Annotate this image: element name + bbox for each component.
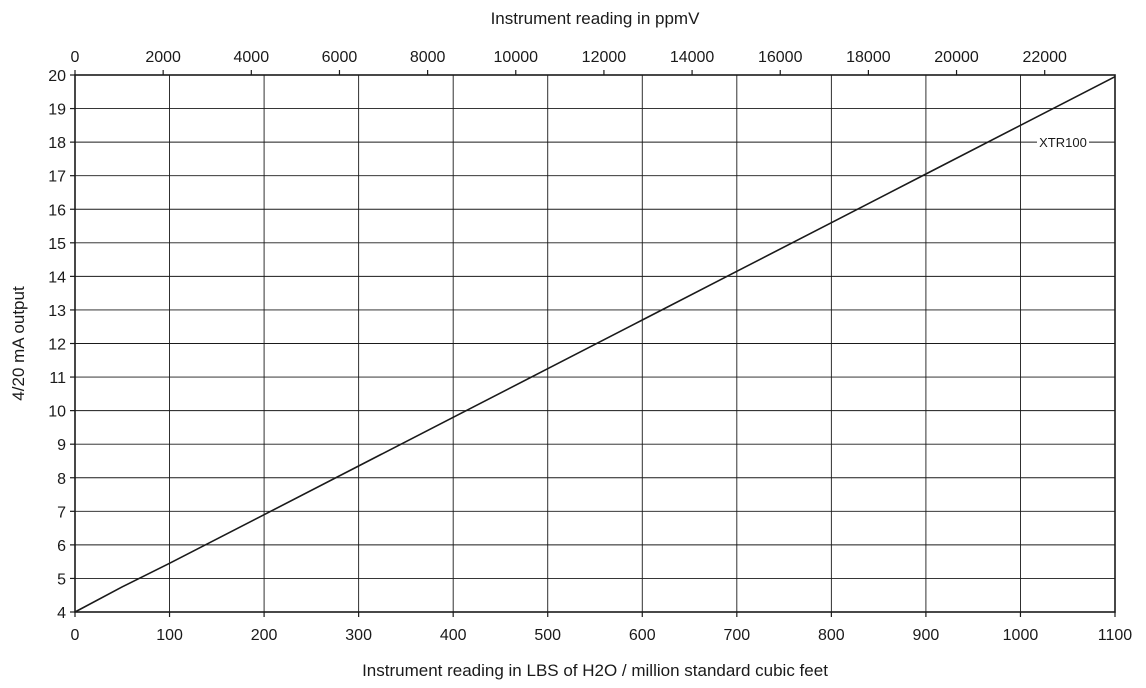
y-tick-label: 10 — [48, 404, 66, 421]
x2-tick-label: 0 — [71, 49, 80, 66]
y-tick-label: 14 — [48, 269, 66, 286]
y-tick-label: 17 — [48, 169, 66, 186]
ticks-layer: 0 100 200 300 400 500 600 700 800 900 1000 1100 0 200… — [48, 49, 1132, 644]
y-tick-label: 11 — [49, 370, 66, 387]
x-tick-label: 400 — [440, 627, 467, 644]
y-tick-label: 15 — [48, 236, 66, 253]
y-tick-label: 6 — [57, 538, 66, 555]
x2-tick-label: 2000 — [145, 49, 181, 66]
x-tick-label: 200 — [251, 627, 278, 644]
x2-tick-label: 12000 — [582, 49, 627, 66]
x2-tick-label: 6000 — [322, 49, 358, 66]
y-tick-label: 4 — [57, 605, 66, 622]
x-tick-label: 100 — [156, 627, 183, 644]
series-label: XTR100 — [1039, 135, 1087, 150]
y-axis-title: 4/20 mA output — [9, 286, 28, 401]
y-tick-label: 19 — [48, 102, 66, 119]
series-line — [74, 75, 1116, 613]
x2-tick-label: 18000 — [846, 49, 891, 66]
y-tick-label: 13 — [48, 303, 66, 320]
x-tick-label: 800 — [818, 627, 845, 644]
x2-tick-label: 10000 — [494, 49, 539, 66]
x-tick-label: 1000 — [1003, 627, 1039, 644]
x-tick-label: 1100 — [1098, 627, 1133, 644]
x-tick-label: 0 — [71, 627, 80, 644]
y-tick-label: 20 — [48, 68, 66, 85]
x2-tick-label: 8000 — [410, 49, 446, 66]
x-tick-label: 500 — [534, 627, 561, 644]
y-tick-label: 12 — [48, 337, 66, 354]
y-tick-label: 5 — [57, 571, 66, 588]
annotation-background — [1037, 132, 1089, 153]
y-tick-label: 18 — [48, 135, 66, 152]
y-tick-label: 16 — [48, 202, 66, 219]
y-tick-label: 9 — [57, 437, 66, 454]
top-axis-title: Instrument reading in ppmV — [491, 9, 700, 28]
bottom-axis-title: Instrument reading in LBS of H2O / milli… — [362, 661, 828, 680]
x-tick-label: 700 — [723, 627, 750, 644]
x-tick-label: 900 — [913, 627, 940, 644]
x2-tick-label: 4000 — [234, 49, 270, 66]
x2-tick-label: 20000 — [934, 49, 979, 66]
y-tick-label: 7 — [57, 504, 66, 521]
x2-tick-label: 14000 — [670, 49, 715, 66]
x2-tick-label: 16000 — [758, 49, 803, 66]
series-layer — [74, 75, 1116, 613]
x2-tick-label: 22000 — [1022, 49, 1067, 66]
x-tick-label: 300 — [345, 627, 372, 644]
x-tick-label: 600 — [629, 627, 656, 644]
y-tick-label: 8 — [57, 471, 66, 488]
annotation-layer: XTR100 — [1037, 132, 1089, 153]
